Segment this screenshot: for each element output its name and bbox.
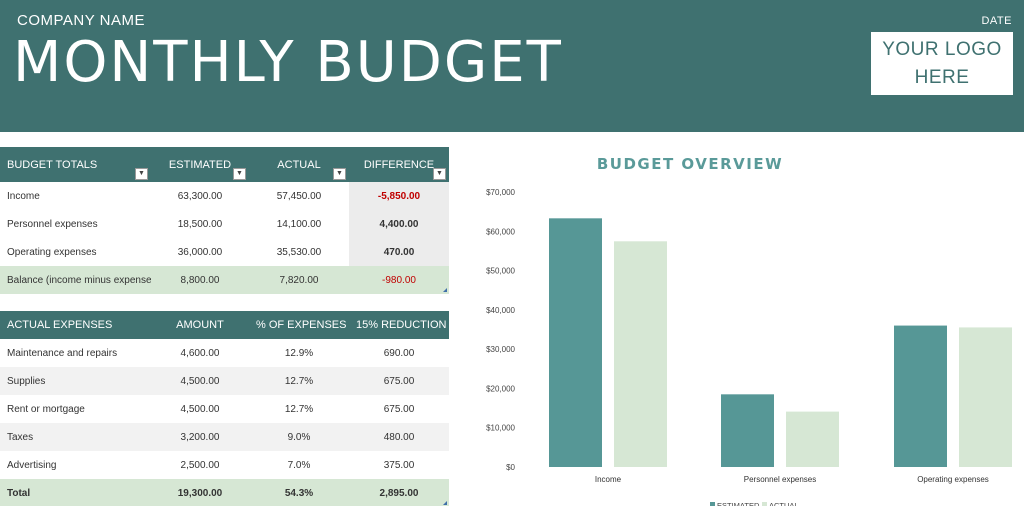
reduction-cell[interactable]: 2,895.00 bbox=[349, 479, 449, 506]
filter-dropdown-icon[interactable]: ▼ bbox=[433, 168, 446, 180]
estimated-cell[interactable]: 8,800.00 bbox=[151, 266, 249, 294]
table-row: Maintenance and repairs 4,600.00 12.9% 6… bbox=[0, 339, 449, 367]
col-actual-expenses[interactable]: ACTUAL EXPENSES bbox=[0, 311, 151, 339]
legend-label: ACTUAL bbox=[769, 501, 799, 506]
col-amount[interactable]: AMOUNT bbox=[151, 311, 249, 339]
row-label[interactable]: Operating expenses bbox=[7, 246, 97, 258]
actual-cell[interactable]: 35,530.00 bbox=[276, 246, 322, 258]
x-category-label: Personnel expenses bbox=[744, 475, 817, 484]
difference-cell[interactable]: -980.00 bbox=[349, 266, 449, 294]
filter-dropdown-icon[interactable]: ▼ bbox=[233, 168, 246, 180]
col-budget-totals[interactable]: BUDGET TOTALS ▼ bbox=[0, 147, 151, 182]
legend-label: ESTIMATED bbox=[717, 501, 760, 506]
bar-estimated bbox=[721, 394, 774, 467]
header-banner: COMPANY NAME MONTHLY BUDGET DATE YOUR LO… bbox=[0, 0, 1024, 132]
row-label[interactable]: Maintenance and repairs bbox=[7, 347, 118, 359]
legend-swatch bbox=[762, 502, 767, 506]
col-actual[interactable]: ACTUAL ▼ bbox=[249, 147, 349, 182]
bar-estimated bbox=[894, 325, 947, 467]
total-row: Total 19,300.00 54.3% 2,895.00 bbox=[0, 479, 449, 506]
amount-cell[interactable]: 19,300.00 bbox=[151, 479, 249, 506]
difference-cell[interactable]: 470.00 bbox=[349, 238, 449, 266]
bar-actual bbox=[786, 411, 839, 467]
table-row: Personnel expenses 18,500.00 14,100.00 4… bbox=[0, 210, 449, 238]
amount-cell[interactable]: 2,500.00 bbox=[180, 459, 220, 471]
table-row: Rent or mortgage 4,500.00 12.7% 675.00 bbox=[0, 395, 449, 423]
company-name[interactable]: COMPANY NAME bbox=[17, 12, 145, 29]
actual-cell[interactable]: 7,820.00 bbox=[249, 266, 349, 294]
actual-expenses-table: ACTUAL EXPENSES AMOUNT % OF EXPENSES 15%… bbox=[0, 311, 449, 506]
table-row: Income 63,300.00 57,450.00 -5,850.00 bbox=[0, 182, 449, 210]
row-label[interactable]: Income bbox=[7, 190, 40, 202]
percent-cell[interactable]: 12.9% bbox=[284, 347, 314, 359]
table-row: Operating expenses 36,000.00 35,530.00 4… bbox=[0, 238, 449, 266]
amount-cell[interactable]: 3,200.00 bbox=[151, 423, 249, 451]
amount-cell[interactable]: 4,600.00 bbox=[180, 347, 220, 359]
reduction-cell[interactable]: 675.00 bbox=[383, 403, 415, 415]
row-label[interactable]: Taxes bbox=[0, 423, 151, 451]
estimated-cell[interactable]: 36,000.00 bbox=[177, 246, 223, 258]
filter-dropdown-icon[interactable]: ▼ bbox=[135, 168, 148, 180]
col-difference[interactable]: DIFFERENCE ▼ bbox=[349, 147, 449, 182]
reduction-cell[interactable]: 375.00 bbox=[383, 459, 415, 471]
reduction-cell[interactable]: 675.00 bbox=[349, 367, 449, 395]
bar-actual bbox=[614, 241, 667, 467]
table-resize-handle[interactable] bbox=[443, 288, 447, 292]
y-tick-label: $10,000 bbox=[486, 424, 515, 433]
actual-cell[interactable]: 14,100.00 bbox=[276, 218, 322, 230]
amount-cell[interactable]: 4,500.00 bbox=[180, 403, 220, 415]
estimated-cell[interactable]: 63,300.00 bbox=[177, 190, 223, 202]
budget-overview-chart[interactable]: BUDGET OVERVIEW $0 $10,000 $20,000 $30,000 $… bbox=[470, 145, 1024, 506]
col-percent-of-expenses[interactable]: % OF EXPENSES bbox=[249, 311, 349, 339]
amount-cell[interactable]: 4,500.00 bbox=[151, 367, 249, 395]
percent-cell[interactable]: 7.0% bbox=[287, 459, 311, 471]
percent-cell[interactable]: 12.7% bbox=[249, 367, 349, 395]
row-label[interactable]: Supplies bbox=[0, 367, 151, 395]
y-tick-label: $40,000 bbox=[486, 306, 515, 315]
row-label[interactable]: Rent or mortgage bbox=[7, 403, 85, 415]
bar-estimated bbox=[549, 218, 602, 467]
page-title[interactable]: MONTHLY BUDGET bbox=[13, 30, 563, 95]
percent-cell[interactable]: 9.0% bbox=[249, 423, 349, 451]
col-estimated[interactable]: ESTIMATED ▼ bbox=[151, 147, 249, 182]
percent-cell[interactable]: 12.7% bbox=[284, 403, 314, 415]
actual-cell[interactable]: 57,450.00 bbox=[276, 190, 322, 202]
y-tick-label: $30,000 bbox=[486, 345, 515, 354]
difference-cell[interactable]: -5,850.00 bbox=[349, 182, 449, 210]
legend-swatch bbox=[710, 502, 715, 506]
chart-canvas: $0 $10,000 $20,000 $30,000 $40,000 $50,000 $60… bbox=[486, 188, 1012, 506]
row-label[interactable]: Balance (income minus expenses) bbox=[0, 266, 151, 294]
row-label[interactable]: Advertising bbox=[7, 459, 57, 471]
y-tick-label: $70,000 bbox=[486, 188, 515, 197]
budget-totals-table: BUDGET TOTALS ▼ ESTIMATED ▼ ACTUAL ▼ DIFFER… bbox=[0, 147, 449, 294]
y-tick-label: $50,000 bbox=[486, 267, 515, 276]
table-resize-handle[interactable] bbox=[443, 501, 447, 505]
percent-cell[interactable]: 54.3% bbox=[249, 479, 349, 506]
chart-title: BUDGET OVERVIEW bbox=[596, 155, 784, 173]
bar-actual bbox=[959, 327, 1012, 467]
table-row: Supplies 4,500.00 12.7% 675.00 bbox=[0, 367, 449, 395]
x-category-label: Income bbox=[595, 475, 622, 484]
date-label[interactable]: DATE bbox=[981, 15, 1012, 27]
row-label[interactable]: Total bbox=[0, 479, 151, 506]
estimated-cell[interactable]: 18,500.00 bbox=[177, 218, 223, 230]
logo-line-1: YOUR LOGO bbox=[882, 39, 1002, 60]
x-category-label: Operating expenses bbox=[917, 475, 989, 484]
y-tick-label: $20,000 bbox=[486, 384, 515, 393]
table-row: Taxes 3,200.00 9.0% 480.00 bbox=[0, 423, 449, 451]
difference-cell[interactable]: 4,400.00 bbox=[349, 210, 449, 238]
filter-dropdown-icon[interactable]: ▼ bbox=[333, 168, 346, 180]
table-row: Advertising 2,500.00 7.0% 375.00 bbox=[0, 451, 449, 479]
y-tick-label: $0 bbox=[506, 463, 515, 472]
y-tick-label: $60,000 bbox=[486, 227, 515, 236]
row-label[interactable]: Personnel expenses bbox=[7, 218, 98, 230]
reduction-cell[interactable]: 480.00 bbox=[349, 423, 449, 451]
logo-placeholder[interactable]: YOUR LOGO HERE bbox=[871, 32, 1013, 95]
col-reduction[interactable]: 15% REDUCTION bbox=[349, 311, 449, 339]
logo-line-2: HERE bbox=[914, 67, 970, 88]
balance-row: Balance (income minus expenses) 8,800.00… bbox=[0, 266, 449, 294]
reduction-cell[interactable]: 690.00 bbox=[383, 347, 415, 359]
